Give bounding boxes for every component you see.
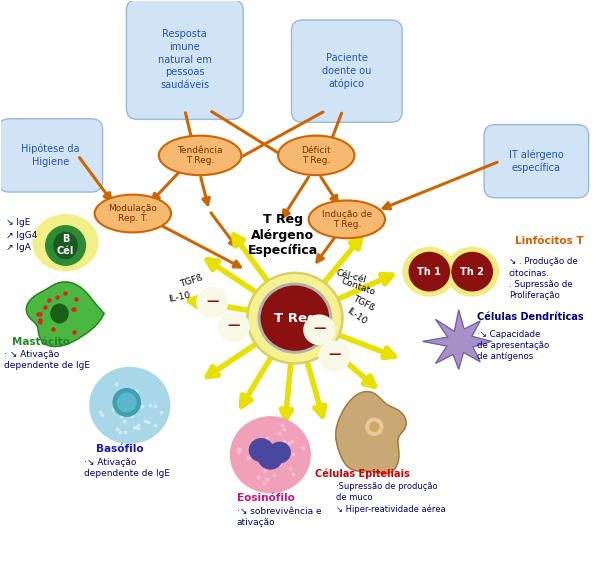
- Circle shape: [319, 342, 350, 370]
- FancyBboxPatch shape: [0, 119, 103, 192]
- Text: Déficit
T Reg.: Déficit T Reg.: [301, 146, 331, 165]
- Ellipse shape: [159, 135, 241, 175]
- Polygon shape: [423, 310, 491, 369]
- Ellipse shape: [33, 215, 98, 270]
- Text: —: —: [206, 295, 218, 308]
- Ellipse shape: [95, 194, 171, 232]
- Text: ↘ IgE
↗ IgG4
↗ IgA: ↘ IgE ↗ IgG4 ↗ IgA: [6, 218, 38, 252]
- Text: ↘ . Produção de
citocinas.
. Supressão de
Proliferação: ↘ . Produção de citocinas. . Supressão d…: [509, 257, 577, 301]
- Circle shape: [304, 315, 335, 345]
- Text: Linfócitos T: Linfócitos T: [515, 235, 584, 245]
- Text: —: —: [313, 322, 325, 335]
- Ellipse shape: [46, 226, 85, 265]
- Polygon shape: [26, 282, 104, 346]
- Circle shape: [246, 272, 344, 364]
- Ellipse shape: [403, 248, 455, 296]
- Text: Contato: Contato: [339, 276, 376, 297]
- Ellipse shape: [278, 135, 354, 175]
- Polygon shape: [336, 391, 407, 474]
- Ellipse shape: [366, 418, 383, 436]
- Ellipse shape: [54, 232, 77, 259]
- Text: Células Epiteliais: Células Epiteliais: [315, 469, 410, 479]
- Text: B
Cél: B Cél: [57, 234, 74, 256]
- Circle shape: [90, 367, 170, 443]
- Ellipse shape: [117, 393, 136, 412]
- Text: Células Dendríticas: Células Dendríticas: [477, 312, 584, 322]
- Text: ·↘ sobrevivência e
ativação: ·↘ sobrevivência e ativação: [237, 507, 322, 527]
- Ellipse shape: [51, 304, 68, 323]
- Circle shape: [409, 252, 450, 291]
- Text: Resposta
imune
natural em
pessoas
saudáveis: Resposta imune natural em pessoas saudáv…: [158, 29, 212, 90]
- Circle shape: [258, 446, 283, 470]
- Text: Basófilo: Basófilo: [95, 444, 143, 454]
- Text: TGFß: TGFß: [351, 294, 376, 313]
- Text: TGFß: TGFß: [179, 274, 204, 289]
- Circle shape: [250, 275, 340, 361]
- Text: Cél-cél: Cél-cél: [335, 269, 367, 285]
- Text: Paciente
doente ou
atópico: Paciente doente ou atópico: [322, 53, 371, 89]
- Text: Indução de
T Reg.: Indução de T Reg.: [322, 210, 372, 229]
- Text: Th 1: Th 1: [418, 267, 442, 277]
- Text: Th 2: Th 2: [460, 267, 484, 277]
- Circle shape: [197, 288, 228, 317]
- Text: Modulação
Rep. T.: Modulação Rep. T.: [108, 204, 157, 223]
- Ellipse shape: [309, 200, 385, 238]
- FancyBboxPatch shape: [484, 124, 589, 198]
- Text: IL-10: IL-10: [168, 290, 191, 304]
- Circle shape: [452, 252, 493, 291]
- Ellipse shape: [446, 248, 498, 296]
- FancyBboxPatch shape: [292, 20, 402, 122]
- Text: · ↘ Ativação
dependente de IgE: · ↘ Ativação dependente de IgE: [4, 350, 90, 370]
- FancyBboxPatch shape: [127, 0, 243, 119]
- Text: T Reg: T Reg: [274, 312, 316, 325]
- Circle shape: [261, 286, 328, 350]
- Ellipse shape: [370, 422, 379, 432]
- Text: Mastócito: Mastócito: [12, 338, 70, 347]
- Text: T Reg
Alérgeno
Específica: T Reg Alérgeno Específica: [247, 213, 318, 257]
- Text: Hipótese da
Higiene: Hipótese da Higiene: [21, 144, 79, 167]
- Circle shape: [218, 312, 249, 342]
- Text: —: —: [228, 319, 240, 332]
- Text: Tendência
T Reg.: Tendência T Reg.: [177, 146, 223, 165]
- Text: ·Supressão de produção
de muco
↘ Hiper-reatividade aérea: ·Supressão de produção de muco ↘ Hiper-r…: [336, 482, 446, 514]
- Text: ·↘ Ativação
dependente de IgE: ·↘ Ativação dependente de IgE: [84, 458, 170, 478]
- Circle shape: [249, 439, 274, 462]
- Text: Eosinófilo: Eosinófilo: [237, 493, 295, 503]
- Text: IL-10: IL-10: [345, 306, 368, 326]
- Text: —: —: [328, 348, 341, 361]
- Ellipse shape: [113, 388, 140, 416]
- Text: ·↘ Capacidade
de apresentação
de antígenos: ·↘ Capacidade de apresentação de antígen…: [477, 330, 549, 361]
- Circle shape: [258, 283, 331, 353]
- Text: IT alérgeno
específica: IT alérgeno específica: [509, 150, 564, 173]
- Circle shape: [269, 442, 290, 463]
- Circle shape: [231, 417, 310, 492]
